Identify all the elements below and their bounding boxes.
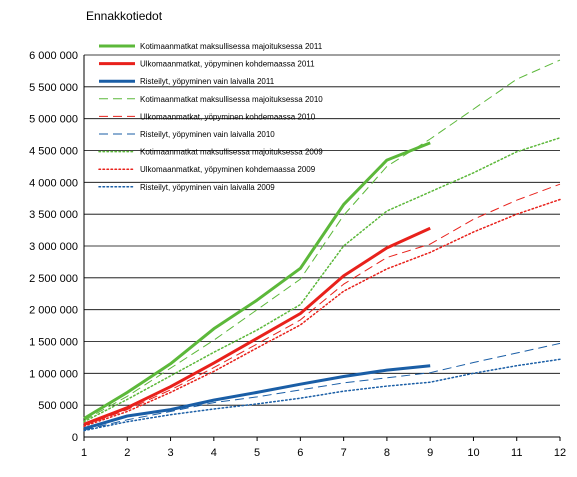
y-tick-label: 3 500 000 [29,209,78,221]
y-tick-labels: 0 500 000 1 000 000 1 500 000 2 000 000 2 500… [29,50,78,444]
series-lines [83,59,561,432]
series-line [83,364,431,431]
x-tick-label: 12 [554,447,566,459]
x-tick-label: 8 [384,447,390,459]
series-line [83,183,561,426]
series-line [83,358,561,432]
legend-entry: Kotimaanmatkat maksullisessa majoitukses… [140,148,323,157]
x-tick-label: 5 [254,447,260,459]
legend-entry: Kotimaanmatkat maksullisessa majoitukses… [140,42,323,51]
x-tick-labels: 1 2 3 4 5 6 7 8 9 10 11 12 [81,447,566,459]
axes [83,55,561,441]
legend-entry: Ulkomaanmatkat, yöpyminen kohdemaassa 20… [140,112,316,121]
x-tick-label: 3 [167,447,173,459]
legend-entry: Risteilyt, yöpyminen vain laivalla 2010 [140,130,275,139]
legend: Kotimaanmatkat maksullisessa majoitukses… [98,42,323,192]
series-line [83,141,431,420]
y-tick-label: 1 500 000 [29,337,78,349]
y-tick-label: 500 000 [38,400,78,412]
y-tick-label: 5 000 000 [29,114,78,126]
x-tick-label: 2 [124,447,130,459]
y-tick-label: 4 500 000 [29,146,78,158]
y-tick-label: 3 000 000 [29,241,78,253]
chart-title: Ennakkotiedot [86,9,163,23]
series-line [83,198,561,427]
y-tick-label: 2 500 000 [29,273,78,285]
x-tick-label: 9 [427,447,433,459]
legend-entry: Risteilyt, yöpyminen vain laivalla 2011 [140,77,275,86]
x-tick-label: 10 [467,447,479,459]
series-line [83,226,431,426]
y-tick-label: 4 000 000 [29,177,78,189]
y-tick-label: 0 [72,432,78,444]
series-line [83,59,561,421]
x-tick-label: 1 [81,447,87,459]
x-tick-label: 4 [211,447,217,459]
y-tick-label: 6 000 000 [29,50,78,62]
series-line [83,342,561,431]
y-tick-label: 1 000 000 [29,368,78,380]
legend-entry: Ulkomaanmatkat, yöpyminen kohdemaassa 20… [140,165,316,174]
series-line [83,137,561,423]
legend-entry: Ulkomaanmatkat, yöpyminen kohdemaassa 20… [140,60,315,69]
grid-lines [84,54,560,406]
x-tick-label: 7 [341,447,347,459]
y-tick-label: 5 500 000 [29,82,78,94]
x-tick-label: 11 [511,447,522,459]
legend-entry: Kotimaanmatkat maksullisessa majoitukses… [140,95,323,104]
y-tick-label: 2 000 000 [29,305,78,317]
legend-entry: Risteilyt, yöpyminen vain laivalla 2009 [140,183,275,192]
x-tick-label: 6 [297,447,303,459]
